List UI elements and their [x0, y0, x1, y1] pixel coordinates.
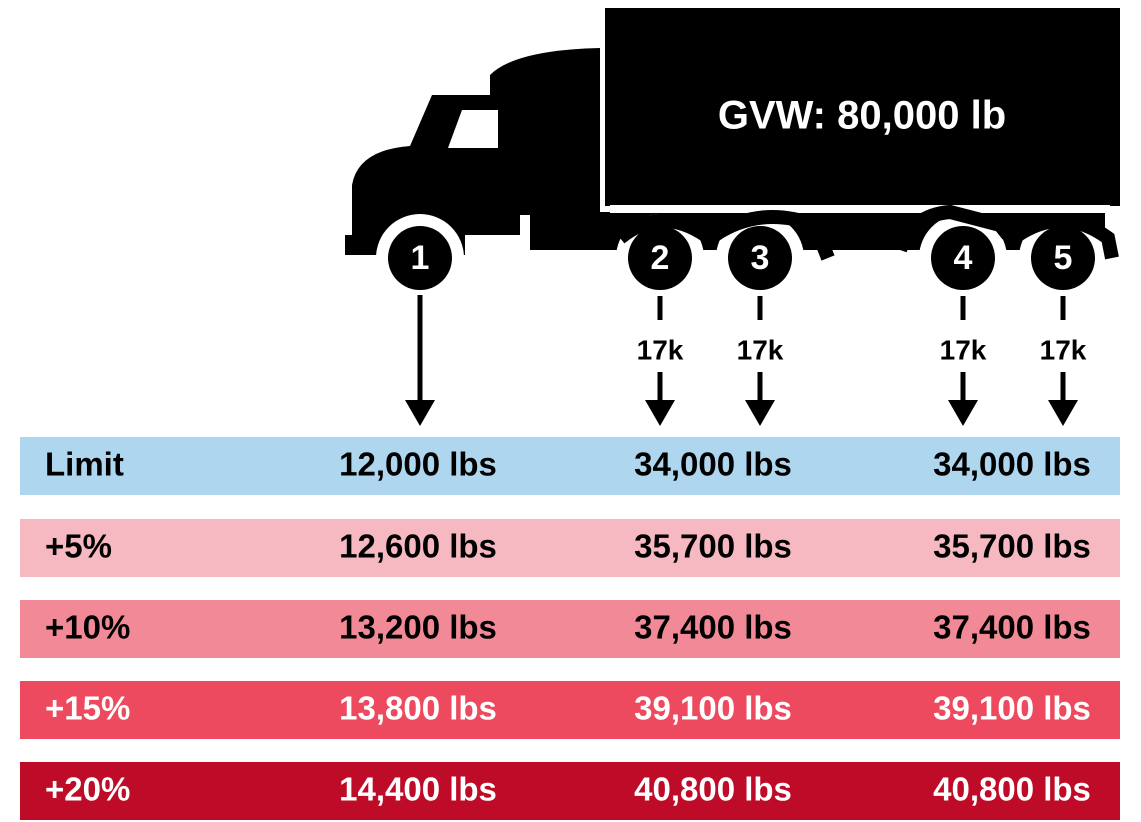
row-value: 13,200 lbs: [339, 609, 497, 646]
arrow-head: [645, 400, 675, 426]
axle-number: 5: [1054, 239, 1073, 277]
axle-number: 3: [751, 239, 770, 277]
row-value: 37,400 lbs: [933, 609, 1091, 646]
row-value: 37,400 lbs: [634, 609, 792, 646]
axle-number: 2: [651, 239, 670, 277]
row-value: 12,600 lbs: [339, 528, 497, 565]
arrow-head: [948, 400, 978, 426]
row-label: +5%: [45, 528, 112, 565]
row-label: +15%: [45, 690, 130, 727]
arrow-head: [745, 400, 775, 426]
axle-load: 17k: [637, 334, 684, 365]
row-value: 14,400 lbs: [339, 771, 497, 808]
axle-load: 17k: [940, 334, 987, 365]
arrow-head: [405, 400, 435, 426]
axle-number: 1: [411, 239, 430, 277]
row-value: 40,800 lbs: [634, 771, 792, 808]
axle-number: 4: [954, 239, 973, 277]
row-value: 12,000 lbs: [339, 446, 497, 483]
row-label: Limit: [45, 446, 124, 483]
row-value: 35,700 lbs: [634, 528, 792, 565]
axle-load: 17k: [737, 334, 784, 365]
row-value: 39,100 lbs: [634, 690, 792, 727]
row-label: +20%: [45, 771, 130, 808]
row-value: 35,700 lbs: [933, 528, 1091, 565]
row-label: +10%: [45, 609, 130, 646]
row-value: 34,000 lbs: [634, 446, 792, 483]
gvw-label: GVW: 80,000 lb: [718, 94, 1006, 138]
arrow-head: [1048, 400, 1078, 426]
row-value: 40,800 lbs: [933, 771, 1091, 808]
row-value: 39,100 lbs: [933, 690, 1091, 727]
axle-load: 17k: [1040, 334, 1087, 365]
row-value: 34,000 lbs: [933, 446, 1091, 483]
infographic: 1 2 17k 3 17k 4 17k 5 17k Limit 12,000 lbs 34,000 …: [0, 0, 1141, 822]
row-value: 13,800 lbs: [339, 690, 497, 727]
